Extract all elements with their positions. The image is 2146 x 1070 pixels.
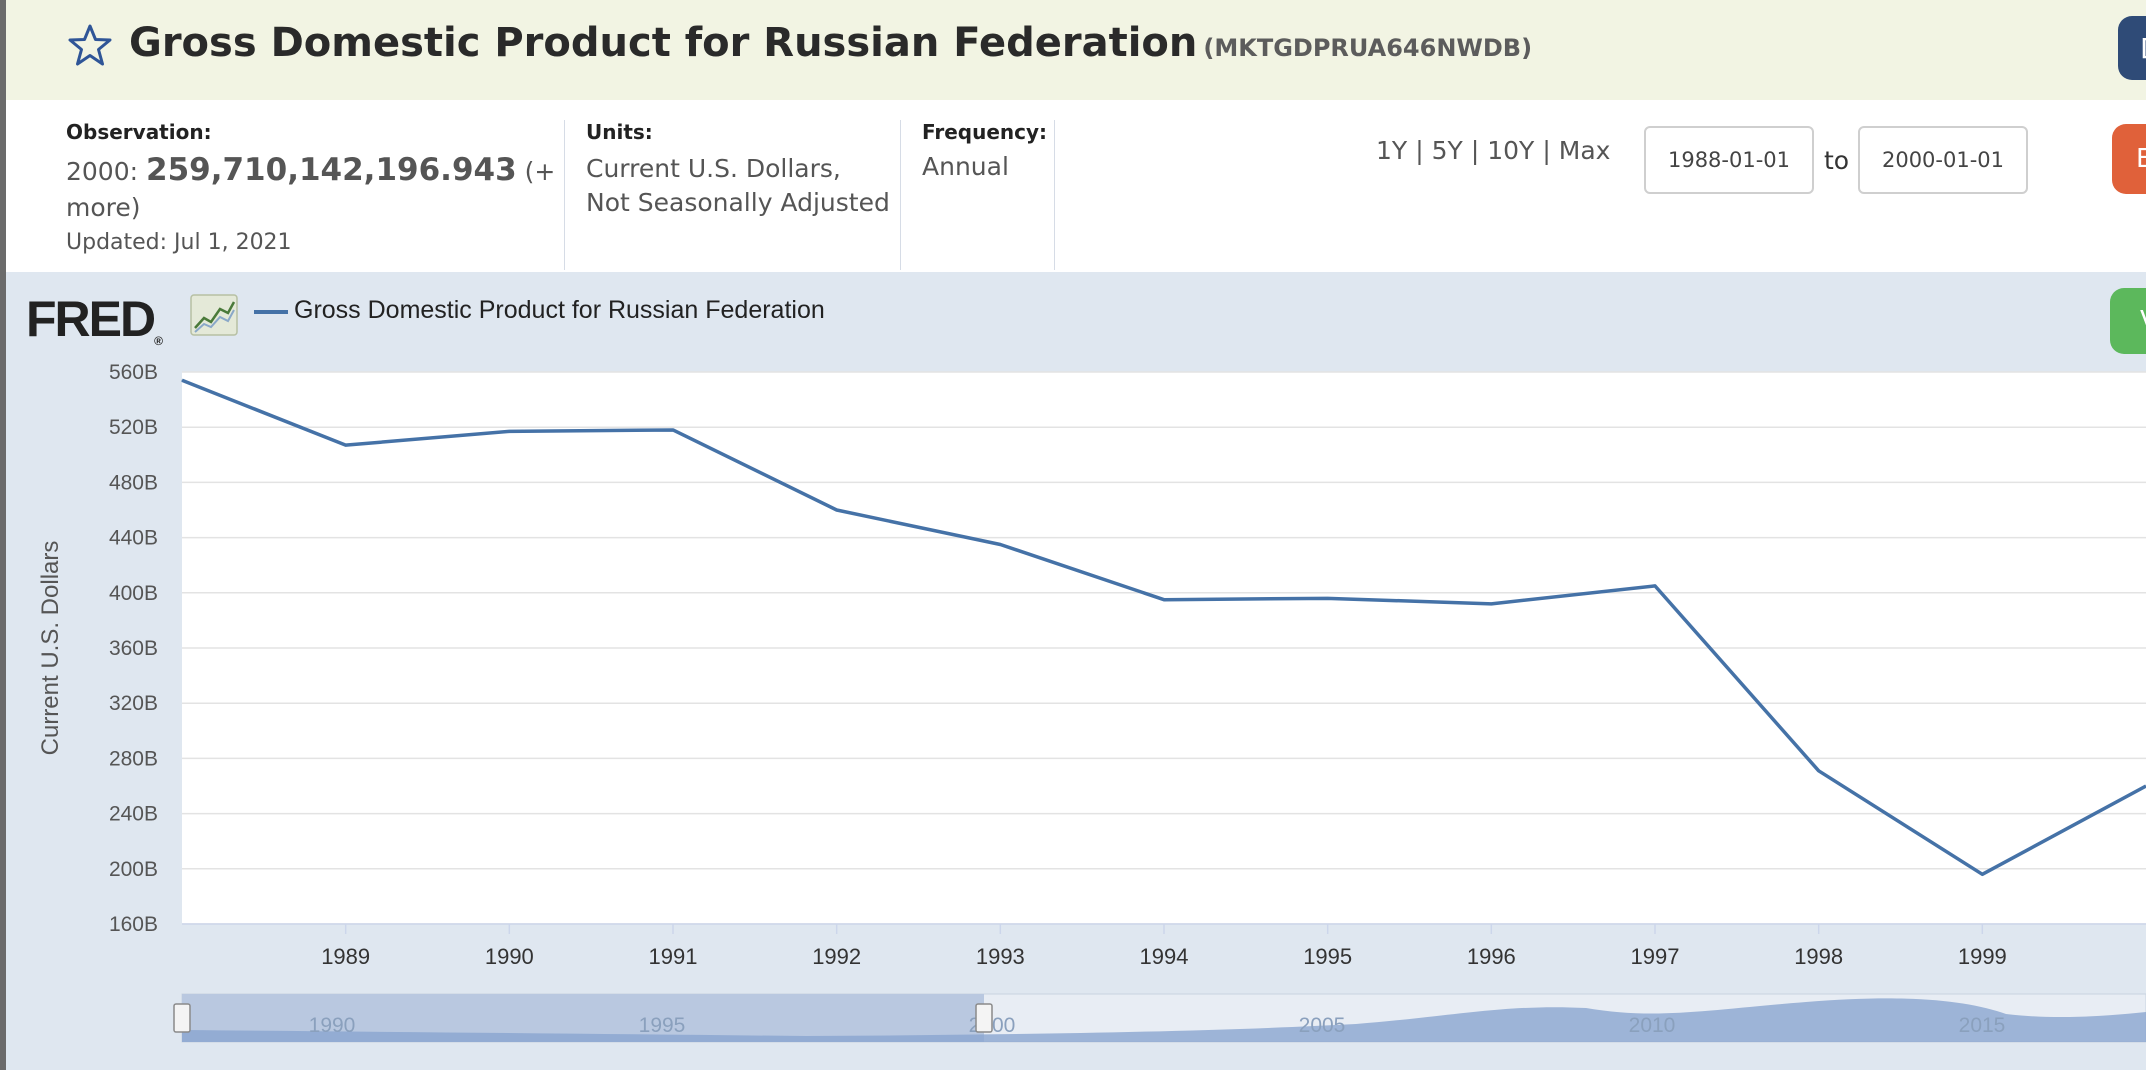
y-tick-label: 320B: [109, 692, 158, 715]
data-point: [1327, 597, 1329, 599]
navigator-year-label: 2015: [1959, 1014, 2006, 1037]
date-range-to-label: to: [1824, 146, 1850, 175]
line-chart[interactable]: 160B 200B 240B 280B 320B 360B 400B 440B 480B 520B…: [6, 272, 2146, 1070]
navigator-year-label: 2010: [1629, 1014, 1676, 1037]
start-date-input[interactable]: 1988-01-01: [1644, 126, 1814, 194]
star-icon[interactable]: [66, 22, 114, 70]
series-title: Gross Domestic Product for Russian Feder…: [129, 20, 1198, 66]
updated-date: Updated: Jul 1, 2021: [66, 230, 292, 255]
view-data-button[interactable]: V: [2110, 288, 2146, 354]
page-title: Gross Domestic Product for Russian Feder…: [129, 20, 1532, 66]
data-point: [672, 429, 674, 431]
data-point: [1654, 585, 1656, 587]
edit-graph-button[interactable]: E: [2112, 124, 2146, 194]
frequency-block: Frequency: Annual: [922, 120, 1062, 181]
navigator-handle[interactable]: [173, 1003, 191, 1033]
navigator-series: [182, 998, 2146, 1042]
chart-panel: FRED® Gross Domestic Product for Russian…: [6, 272, 2146, 1070]
navigator-handle[interactable]: [975, 1003, 993, 1033]
fred-logo-text: FRED: [26, 291, 156, 347]
divider: [1054, 120, 1055, 270]
y-tick-label: 480B: [109, 471, 158, 494]
data-point: [181, 379, 183, 381]
y-tick-label: 440B: [109, 527, 158, 550]
y-tick-label: 360B: [109, 637, 158, 660]
data-point: [1981, 873, 1983, 875]
frequency-value: Annual: [922, 152, 1009, 181]
range-separator: |: [1470, 136, 1480, 165]
data-point: [1818, 770, 1820, 772]
x-tick-label: 1991: [649, 944, 698, 969]
fred-logo[interactable]: FRED®: [26, 290, 163, 348]
navigator-year-label: 2005: [1299, 1014, 1346, 1037]
y-tick-label: 200B: [109, 858, 158, 881]
divider: [900, 120, 901, 270]
x-tick-label: 1990: [485, 944, 534, 969]
data-point: [508, 430, 510, 432]
y-tick-label: 400B: [109, 582, 158, 605]
x-tick-label: 1995: [1303, 944, 1352, 969]
y-tick-label: 560B: [109, 361, 158, 384]
legend-label[interactable]: Gross Domestic Product for Russian Feder…: [294, 296, 825, 324]
x-tick-label: 1992: [812, 944, 861, 969]
series-id: (MKTGDPRUA646NWDB): [1203, 34, 1533, 62]
x-tick-label: 1998: [1794, 944, 1843, 969]
end-date-input[interactable]: 2000-01-01: [1858, 126, 2028, 194]
range-1y-link[interactable]: 1Y: [1376, 136, 1408, 165]
observation-year: 2000:: [66, 157, 139, 186]
units-line: Not Seasonally Adjusted: [586, 188, 890, 217]
observation-line: 2000: 259,710,142,196.943 (+ more): [66, 152, 566, 226]
observation-value: 259,710,142,196.943: [146, 152, 517, 188]
fred-logo-reg: ®: [154, 334, 163, 348]
download-button[interactable]: D: [2118, 16, 2146, 80]
data-point: [1163, 599, 1165, 601]
range-10y-link[interactable]: 10Y: [1487, 136, 1535, 165]
x-tick-label: 1996: [1467, 944, 1516, 969]
units-value: Current U.S. Dollars, Not Seasonally Adj…: [586, 152, 906, 220]
frequency-label: Frequency:: [922, 120, 1048, 144]
range-5y-link[interactable]: 5Y: [1431, 136, 1463, 165]
range-separator: |: [1542, 136, 1551, 165]
data-point: [999, 544, 1001, 545]
y-axis-title: Current U.S. Dollars: [37, 541, 64, 756]
units-block: Units: Current U.S. Dollars, Not Seasona…: [586, 120, 906, 220]
observation-label: Observation:: [66, 120, 212, 144]
view-data-button-label: V: [2140, 306, 2146, 336]
data-point: [345, 444, 347, 446]
y-tick-label: 160B: [109, 913, 158, 936]
y-tick-label: 280B: [109, 747, 158, 770]
window-left-edge: [0, 0, 6, 1070]
navigator-year-label: 1990: [309, 1014, 356, 1037]
range-selector: 1Y | 5Y | 10Y | Max: [1376, 136, 1610, 165]
range-separator: |: [1415, 136, 1424, 165]
navigator-year-label: 1995: [639, 1014, 686, 1037]
x-tick-label: 1994: [1140, 944, 1189, 969]
legend-swatch: [254, 310, 288, 314]
observation-more-link[interactable]: (+ more): [66, 157, 556, 222]
observation-block: Observation: 2000: 259,710,142,196.943 (…: [66, 120, 566, 255]
x-tick-label: 1989: [321, 944, 370, 969]
data-point: [1490, 603, 1492, 605]
units-label: Units:: [586, 120, 653, 144]
divider: [564, 120, 565, 270]
x-tick-label: 1993: [976, 944, 1025, 969]
range-max-link[interactable]: Max: [1558, 136, 1611, 165]
download-button-label: D: [2140, 32, 2146, 65]
edit-graph-button-label: E: [2136, 144, 2146, 174]
y-tick-label: 520B: [109, 416, 158, 439]
units-line: Current U.S. Dollars,: [586, 154, 841, 183]
x-tick-label: 1997: [1631, 944, 1680, 969]
series-metadata: Observation: 2000: 259,710,142,196.943 (…: [6, 100, 2146, 272]
line-chart-icon: [190, 294, 238, 336]
x-tick-label: 1999: [1958, 944, 2007, 969]
y-tick-label: 240B: [109, 803, 158, 826]
series-title-bar: Gross Domestic Product for Russian Feder…: [6, 0, 2146, 100]
data-point: [836, 509, 838, 511]
